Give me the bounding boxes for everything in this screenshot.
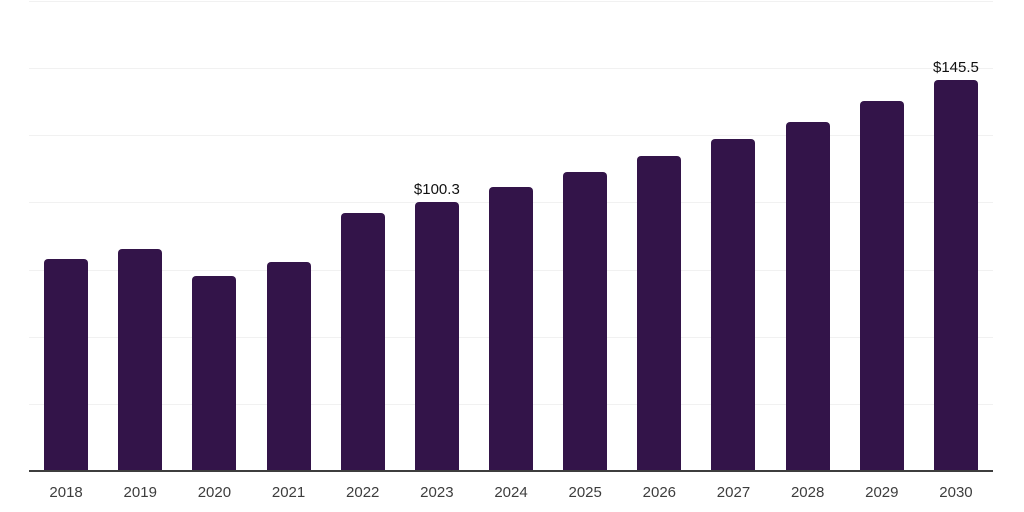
bar-2019[interactable] <box>118 248 163 471</box>
bar-slot-2027 <box>696 1 770 471</box>
bar-value-label-2023: $100.3 <box>413 180 460 198</box>
bar-2023[interactable] <box>414 201 459 471</box>
bar-2022[interactable] <box>340 212 385 471</box>
bar-2026[interactable] <box>637 155 682 471</box>
x-tick-label-2020: 2020 <box>197 484 232 501</box>
x-tick-label-2025: 2025 <box>568 484 602 501</box>
bar-slot-2023: $100.3 <box>400 1 474 471</box>
gridline-175 <box>29 1 993 2</box>
bar-slot-2025 <box>548 1 622 471</box>
bar-value-label-2030: $145.5 <box>933 59 979 77</box>
bar-slot-2019 <box>103 1 177 471</box>
bar-slot-2021 <box>251 1 325 471</box>
x-tick-label-2022: 2022 <box>346 484 380 501</box>
gridline-150 <box>29 68 993 70</box>
bar-2030[interactable] <box>933 80 978 471</box>
x-tick-label-2021: 2021 <box>271 484 306 501</box>
bar-slot-2020 <box>177 1 251 471</box>
bar-slot-2026 <box>622 1 696 471</box>
bar-2018[interactable] <box>44 258 89 471</box>
x-tick-label-2019: 2019 <box>123 484 157 501</box>
bar-2020[interactable] <box>192 276 237 471</box>
bar-slot-2024 <box>474 1 548 471</box>
bars-row: $100.3 $145.5 <box>29 1 993 471</box>
x-axis-line <box>29 470 993 472</box>
plot-area: $100.3 $145.5 <box>29 1 993 471</box>
bar-2028[interactable] <box>785 121 830 471</box>
x-tick-label-2027: 2027 <box>716 484 751 501</box>
bar-slot-2018 <box>29 1 103 471</box>
x-axis-labels: 2018 2019 2020 2021 2022 2023 2024 2025 2026 2027… <box>29 485 993 500</box>
bar-slot-2022 <box>326 1 400 471</box>
bar-2021[interactable] <box>266 261 311 471</box>
x-tick-label-2026: 2026 <box>642 484 677 501</box>
x-tick-label-2023: 2023 <box>420 484 454 501</box>
bar-slot-2029 <box>845 1 919 471</box>
x-tick-label-2024: 2024 <box>494 484 528 501</box>
x-tick-label-2030: 2030 <box>939 484 973 501</box>
bar-2024[interactable] <box>489 186 534 471</box>
bar-2027[interactable] <box>711 138 756 471</box>
bar-slot-2030: $145.5 <box>919 1 993 471</box>
x-tick-label-2018: 2018 <box>49 484 83 501</box>
bar-2025[interactable] <box>563 171 608 471</box>
bar-slot-2028 <box>771 1 845 471</box>
x-tick-label-2028: 2028 <box>790 484 825 501</box>
bar-2029[interactable] <box>859 100 904 471</box>
gridline-125 <box>29 135 993 137</box>
x-tick-label-2029: 2029 <box>865 484 899 501</box>
